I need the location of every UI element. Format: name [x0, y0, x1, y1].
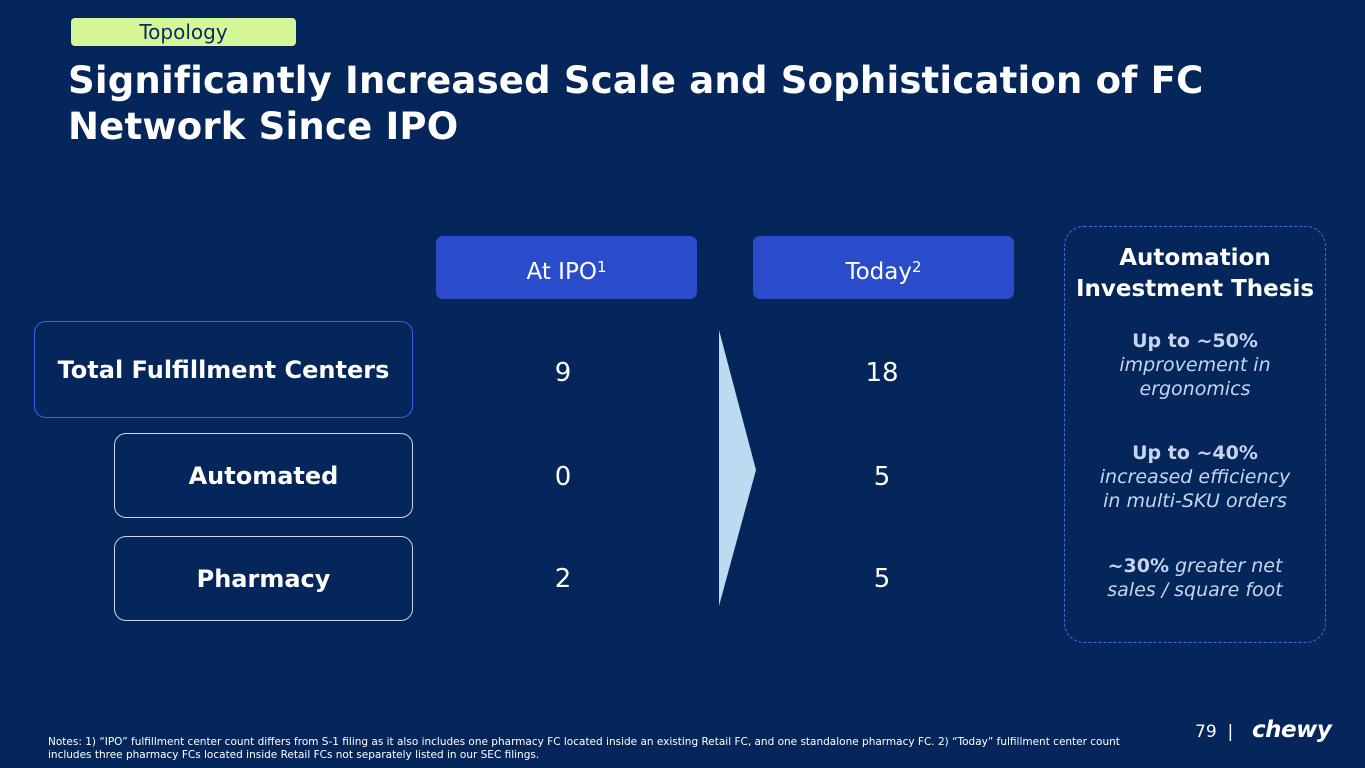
- stat-highlight: Up to ~50%: [1132, 330, 1258, 352]
- chewy-logo: chewy: [1252, 717, 1332, 743]
- column-header-ipo: At IPO1: [436, 236, 697, 299]
- column-header-today-label: Today: [845, 259, 912, 285]
- thesis-stat-sales: ~30% greater net sales / square foot: [1065, 554, 1325, 602]
- column-header-ipo-label: At IPO: [526, 259, 597, 285]
- value-today-pharmacy: 5: [873, 564, 891, 594]
- value-ipo-total: 9: [554, 358, 572, 388]
- footnote-ref-2: 2: [911, 258, 922, 276]
- stat-description: improvement in ergonomics: [1119, 354, 1271, 400]
- value-today-total: 18: [865, 358, 899, 388]
- value-ipo-pharmacy: 2: [554, 564, 572, 594]
- section-tag: Topology: [71, 18, 296, 46]
- page-number: 79 |: [1195, 720, 1233, 744]
- automation-thesis-box: Automation Investment Thesis Up to ~50% …: [1064, 226, 1326, 643]
- stat-highlight: Up to ~40%: [1132, 442, 1258, 464]
- row-label-pharmacy: Pharmacy: [114, 536, 413, 621]
- page-number-value: 79: [1195, 722, 1217, 742]
- thesis-stat-ergonomics: Up to ~50% improvement in ergonomics: [1065, 329, 1325, 401]
- value-today-automated: 5: [873, 462, 891, 492]
- footnote-ref-1: 1: [596, 258, 607, 276]
- stat-description: increased efficiency in multi-SKU orders: [1099, 466, 1291, 512]
- stat-description: greater net sales / square foot: [1107, 555, 1283, 601]
- page-title: Significantly Increased Scale and Sophis…: [68, 59, 1204, 148]
- footer-separator: |: [1227, 722, 1234, 742]
- stat-highlight: ~30%: [1107, 555, 1169, 577]
- column-header-today: Today2: [753, 236, 1014, 299]
- thesis-stat-efficiency: Up to ~40% increased efficiency in multi…: [1065, 441, 1325, 513]
- row-label-total-fcs: Total Fulfillment Centers: [34, 321, 413, 418]
- value-ipo-automated: 0: [554, 462, 572, 492]
- thesis-title: Automation Investment Thesis: [1075, 245, 1315, 302]
- chevron-arrow-icon: [719, 330, 756, 606]
- row-label-automated: Automated: [114, 433, 413, 518]
- footnotes: Notes: 1) “IPO” fulfillment center count…: [48, 736, 1120, 761]
